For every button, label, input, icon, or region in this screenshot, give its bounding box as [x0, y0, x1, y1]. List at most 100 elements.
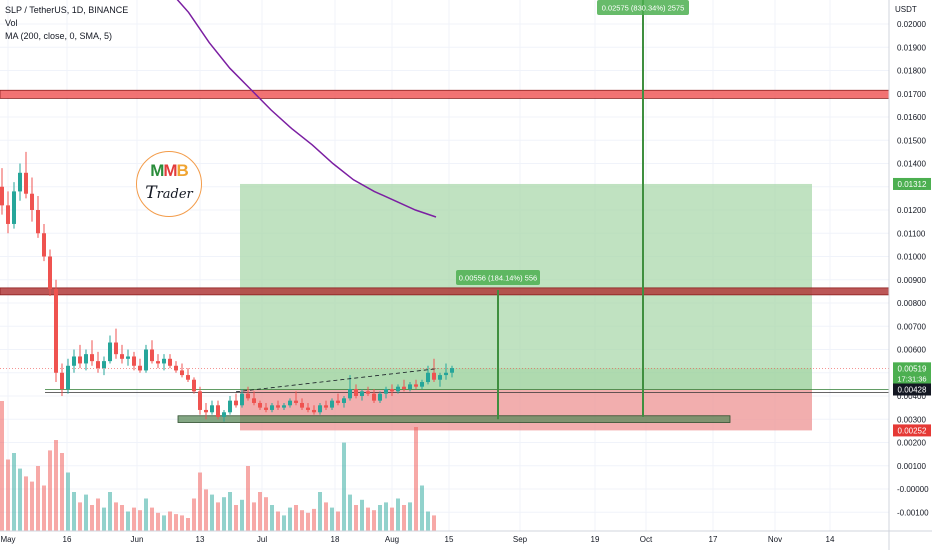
- candle-body: [54, 289, 58, 373]
- volume-bar: [252, 502, 256, 531]
- candle-body: [102, 361, 106, 369]
- volume-bar: [18, 468, 22, 531]
- volume-bar: [48, 450, 52, 531]
- candle-body: [78, 356, 82, 364]
- candle-body: [378, 393, 382, 401]
- candle-body: [312, 409, 316, 413]
- y-tick-label: 0.00800: [897, 299, 926, 308]
- volume-bar: [126, 511, 130, 531]
- volume-bar: [258, 492, 262, 531]
- chart-legend: SLP / TetherUS, 1D, BINANCE Vol MA (200,…: [5, 4, 128, 43]
- price-label: 0.00252: [898, 426, 927, 435]
- volume-bar: [264, 497, 268, 531]
- volume-bar: [192, 498, 196, 531]
- candle-body: [426, 372, 430, 383]
- candle-body: [420, 382, 424, 387]
- x-tick-label: Jun: [131, 535, 144, 544]
- price-unit-label: USDT: [895, 5, 917, 14]
- candle-body: [282, 405, 286, 408]
- candle-body: [222, 412, 226, 417]
- candle-body: [240, 393, 244, 406]
- x-tick-label: 18: [331, 535, 340, 544]
- price-label-box: [893, 362, 931, 385]
- candle-body: [144, 349, 148, 371]
- candle-body: [90, 354, 94, 362]
- candle-body: [348, 389, 352, 399]
- volume-bar: [162, 515, 166, 531]
- y-tick-label: 0.01400: [897, 160, 926, 169]
- volume-bar: [66, 472, 70, 531]
- candle-body: [156, 361, 160, 364]
- volume-bar: [96, 498, 100, 531]
- candle-body: [252, 398, 256, 403]
- candle-body: [174, 365, 178, 371]
- volume-bar: [300, 510, 304, 531]
- candle-body: [12, 191, 16, 224]
- candle-body: [84, 354, 88, 364]
- volume-bar: [72, 492, 76, 531]
- x-tick-label: 17: [709, 535, 718, 544]
- volume-bar: [246, 466, 250, 531]
- moving-average-label[interactable]: MA (200, close, 0, SMA, 5): [5, 31, 113, 41]
- volume-bar: [216, 502, 220, 531]
- candle-body: [72, 356, 76, 366]
- candle-body: [66, 365, 70, 390]
- volume-indicator-label[interactable]: Vol: [5, 18, 18, 28]
- volume-bar: [378, 505, 382, 531]
- volume-bar: [372, 510, 376, 531]
- volume-bar: [6, 459, 10, 531]
- volume-bar: [318, 492, 322, 531]
- candle-body: [450, 368, 454, 373]
- volume-bar: [240, 499, 244, 531]
- y-tick-label: 0.02000: [897, 20, 926, 29]
- volume-bar: [168, 511, 172, 531]
- resistance-zone: [0, 287, 890, 296]
- volume-bar: [84, 494, 88, 531]
- volume-bar: [330, 507, 334, 531]
- measure-label-box: [597, 0, 689, 15]
- volume-bar: [36, 466, 40, 531]
- symbol-title[interactable]: SLP / TetherUS, 1D, BINANCE: [5, 5, 129, 15]
- volume-bar: [186, 518, 190, 531]
- volume-bar: [336, 511, 340, 531]
- volume-bar: [294, 505, 298, 531]
- candle-body: [180, 370, 184, 376]
- candle-body: [372, 393, 376, 401]
- profit-zone: [240, 183, 812, 390]
- volume-bar: [42, 485, 46, 531]
- volume-bar: [312, 508, 316, 531]
- volume-bar: [198, 472, 202, 531]
- y-tick-label: 0.01600: [897, 113, 926, 122]
- volume-bar: [30, 481, 34, 531]
- candle-body: [42, 233, 46, 257]
- price-label: 0.01312: [898, 180, 927, 189]
- candle-body: [246, 393, 250, 399]
- volume-bar: [120, 505, 124, 531]
- resistance-zone: [0, 89, 890, 99]
- support-box: [177, 415, 731, 423]
- volume-bar: [0, 401, 4, 531]
- x-tick-label: Sep: [513, 535, 528, 544]
- volume-bar: [288, 507, 292, 531]
- candle-body: [216, 405, 220, 417]
- volume-bar: [348, 494, 352, 531]
- candle-body: [204, 409, 208, 413]
- y-tick-label: 0.01800: [897, 67, 926, 76]
- volume-bar: [174, 514, 178, 531]
- y-tick-label: 0.00300: [897, 415, 926, 424]
- candle-body: [270, 405, 274, 410]
- volume-bar: [24, 476, 28, 531]
- price-label: 0.00428: [898, 385, 927, 394]
- volume-bar: [366, 507, 370, 531]
- price-label-box: [893, 424, 931, 437]
- x-tick-label: 16: [63, 535, 72, 544]
- candle-body: [276, 405, 280, 408]
- candle-body: [408, 384, 412, 390]
- candle-body: [294, 400, 298, 403]
- candle-body: [108, 342, 112, 362]
- volume-bar: [222, 497, 226, 531]
- candle-body: [228, 400, 232, 413]
- price-label-box: [893, 383, 931, 396]
- price-label: 0.00519: [898, 364, 927, 373]
